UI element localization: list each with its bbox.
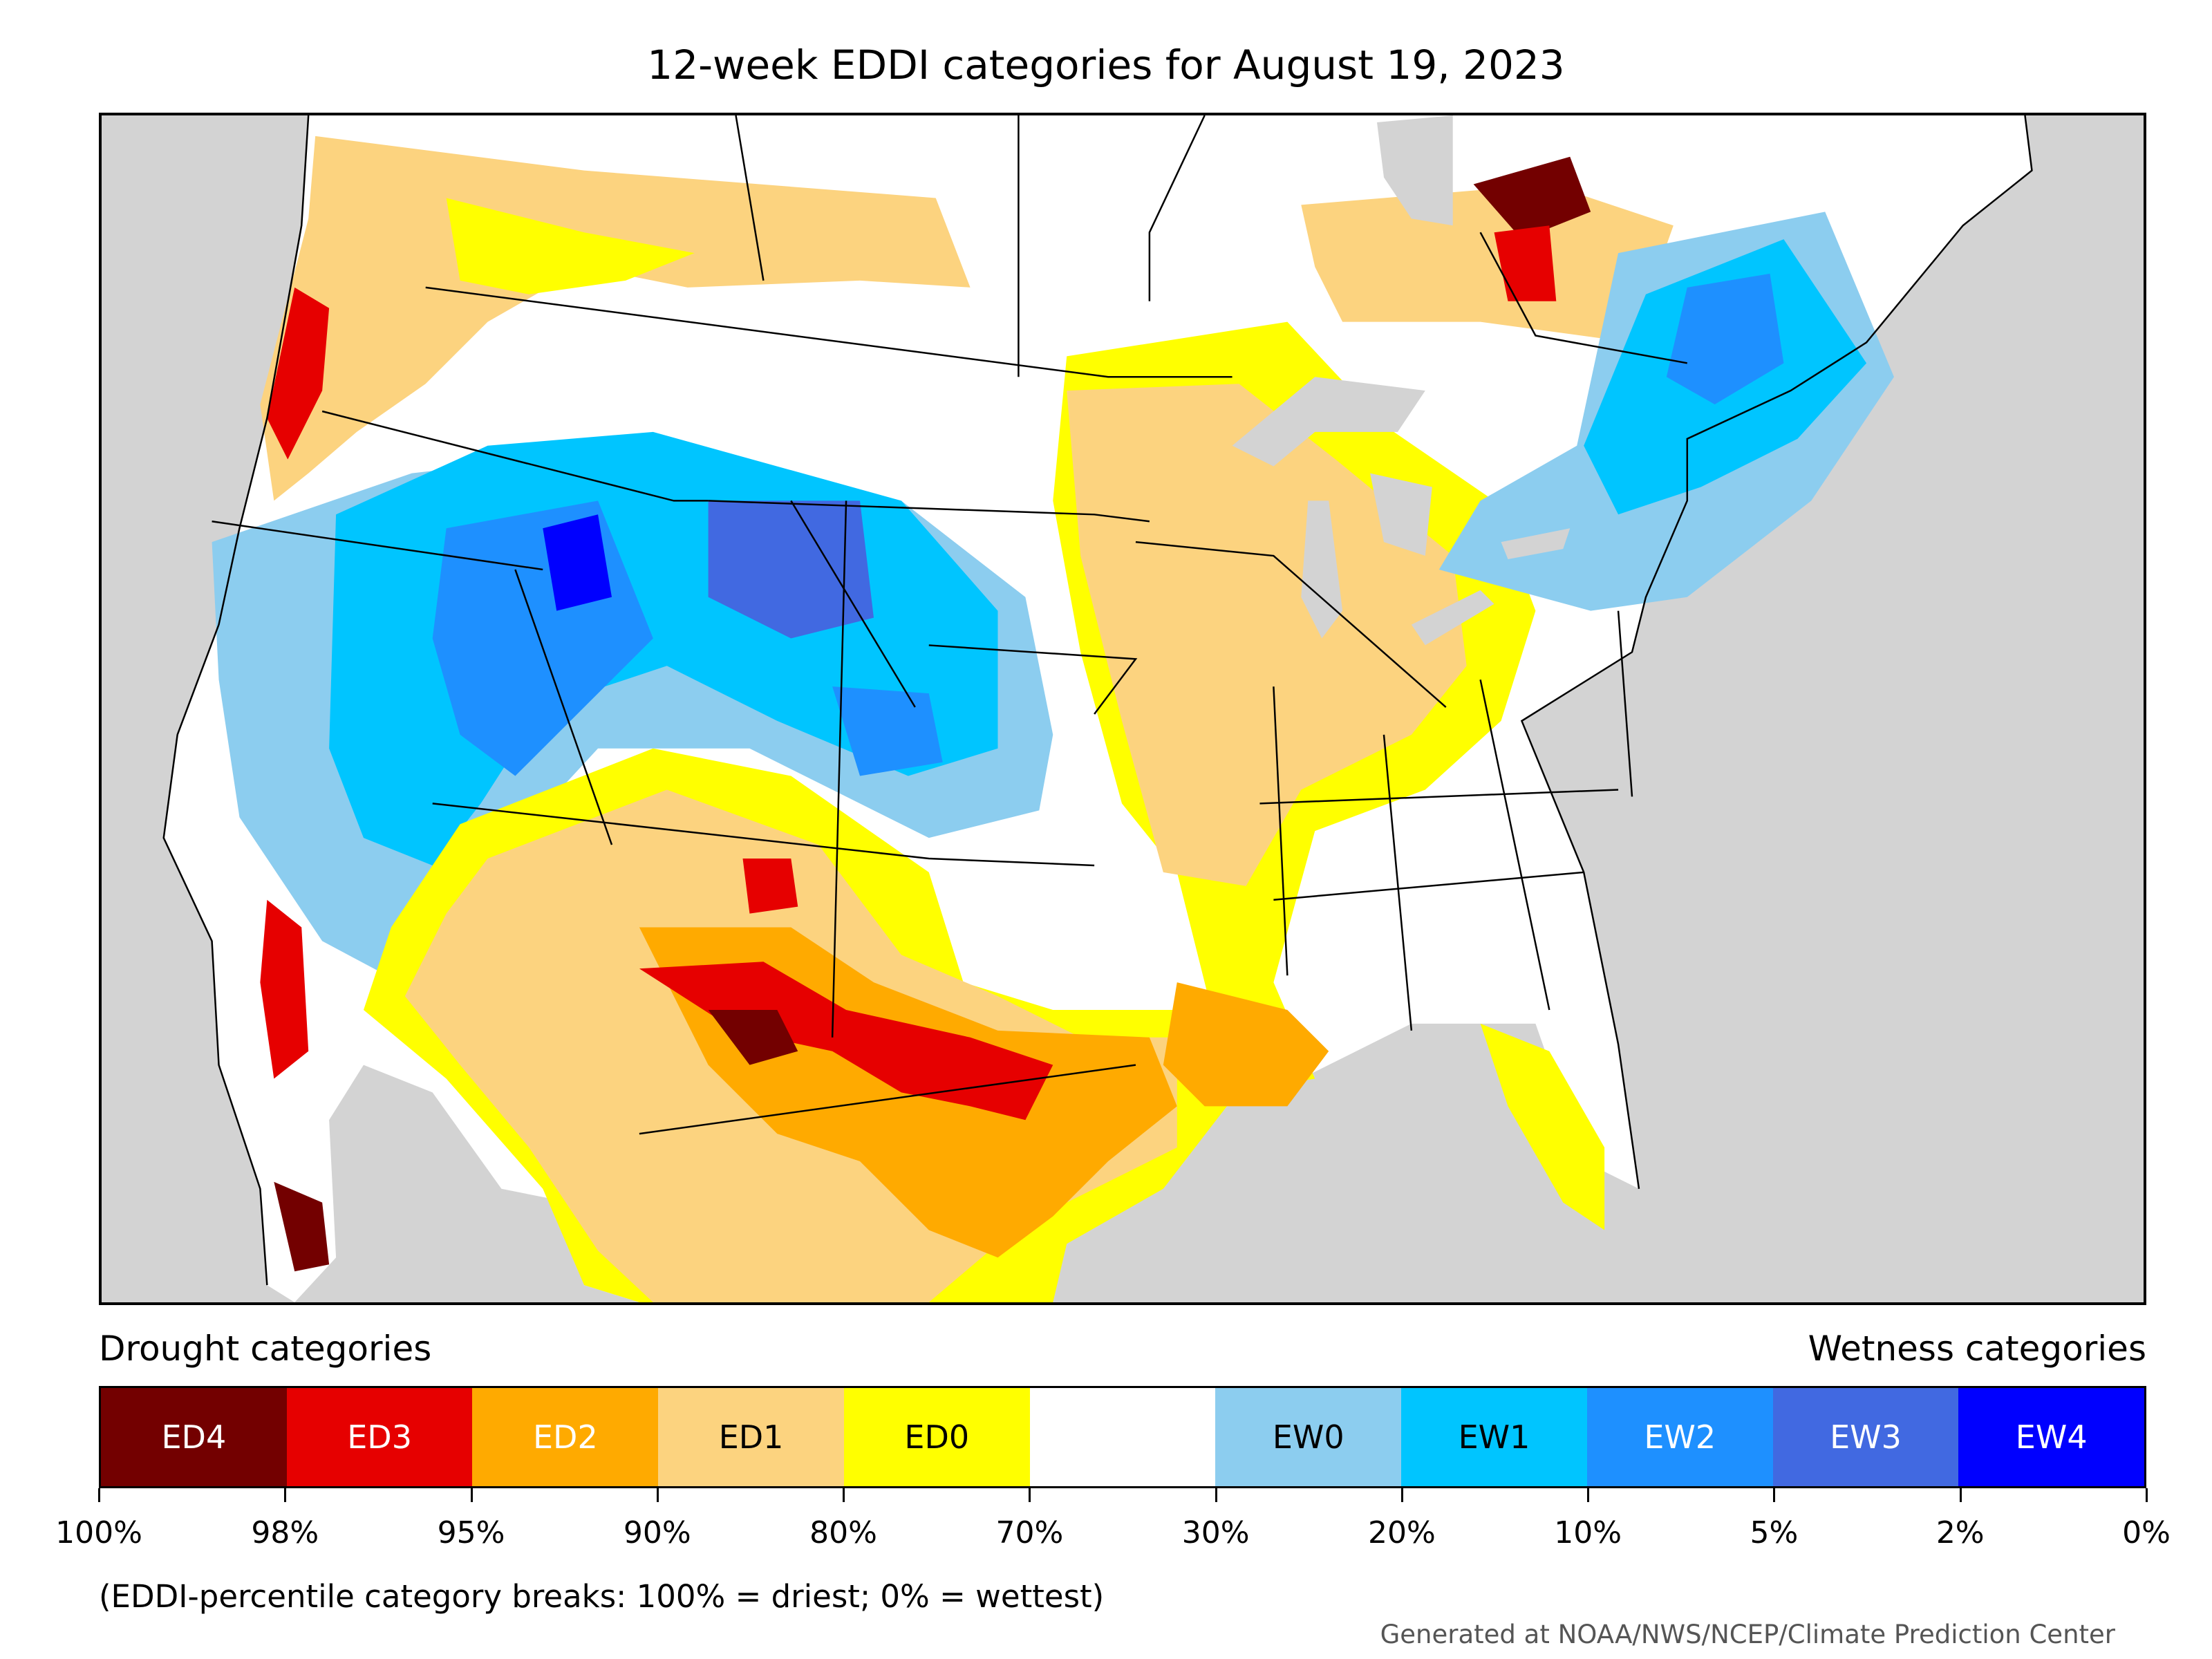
colorbar-tick-label: 70% bbox=[995, 1515, 1064, 1550]
boundary-lines bbox=[162, 115, 2033, 1286]
region-ontario-ed4 bbox=[1473, 156, 1591, 240]
colorbar-tick bbox=[1587, 1488, 1590, 1502]
colorbar-cell-ew4: EW4 bbox=[1958, 1388, 2145, 1486]
region-quebec-ew2 bbox=[1666, 273, 1784, 405]
colorbar-cell-normal bbox=[1029, 1388, 1216, 1486]
region-nm-border-ed4 bbox=[708, 1009, 798, 1065]
region-ontario-ed1 bbox=[1301, 184, 1674, 343]
percentile-note: (EDDI-percentile category breaks: 100% =… bbox=[99, 1578, 1105, 1615]
eddi-map bbox=[162, 115, 2033, 1302]
colorbar-tick-label: 100% bbox=[55, 1515, 142, 1550]
colorbar-tick bbox=[1773, 1488, 1776, 1502]
colorbar-cell-ew0: EW0 bbox=[1215, 1388, 1402, 1486]
region-pnw-ed1 bbox=[260, 135, 971, 501]
category-colorbar: ED4 ED3 ED2 ED1 ED0 EW0 EW1 EW2 EW3 EW4 bbox=[99, 1386, 2146, 1488]
colorbar-tick-label: 90% bbox=[623, 1515, 691, 1550]
region-socal-ed3 bbox=[260, 899, 309, 1079]
region-gulf-ed2 bbox=[1163, 982, 1329, 1107]
colorbar-cell-ew1: EW1 bbox=[1401, 1388, 1587, 1486]
colorbar-tick bbox=[1959, 1488, 1962, 1502]
wetness-categories-label: Wetness categories bbox=[1808, 1329, 2146, 1369]
colorbar-tick bbox=[98, 1488, 100, 1502]
lake-ontario bbox=[1501, 528, 1571, 560]
map-panel bbox=[99, 113, 2146, 1305]
region-texas-ed3 bbox=[639, 962, 1053, 1121]
colorbar-tick-label: 95% bbox=[437, 1515, 505, 1550]
region-pnw-ed0 bbox=[446, 198, 695, 294]
colorbar-cell-ew2: EW2 bbox=[1586, 1388, 1773, 1486]
colorbar-tick bbox=[1400, 1488, 1403, 1502]
region-florida-ed0 bbox=[1480, 1023, 1605, 1230]
colorbar-tick-label: 80% bbox=[809, 1515, 877, 1550]
region-pnw-ed3 bbox=[267, 287, 330, 460]
colorbar-tick bbox=[470, 1488, 473, 1502]
colorbar-tick bbox=[656, 1488, 659, 1502]
hudson-bay-inlet bbox=[1377, 115, 1453, 226]
lake-huron bbox=[1370, 473, 1432, 556]
credit-text: Generated at NOAA/NWS/NCEP/Climate Predi… bbox=[1380, 1620, 2115, 1649]
colorbar-tick bbox=[843, 1488, 845, 1502]
colorbar-tick bbox=[2146, 1488, 2148, 1502]
colorbar-tick-label: 20% bbox=[1368, 1515, 1436, 1550]
lake-superior bbox=[1232, 377, 1425, 467]
colorbar-tick-label: 5% bbox=[1750, 1515, 1799, 1550]
colorbar-tick bbox=[1029, 1488, 1031, 1502]
colorbar-cell-ed0: ED0 bbox=[843, 1388, 1030, 1486]
region-ontario-ed3 bbox=[1494, 225, 1557, 301]
colorbar-tick bbox=[1215, 1488, 1217, 1502]
region-midwest-ed1 bbox=[1067, 384, 1467, 886]
region-idaho-ew4 bbox=[543, 514, 612, 611]
colorbar-tick-label: 30% bbox=[1181, 1515, 1250, 1550]
colorbar-cell-ew3: EW3 bbox=[1772, 1388, 1959, 1486]
map-title: 12-week EDDI categories for August 19, 2… bbox=[647, 41, 1565, 88]
colorbar-cell-ed1: ED1 bbox=[658, 1388, 844, 1486]
drought-categories-label: Drought categories bbox=[99, 1329, 432, 1369]
colorbar-tick-label: 0% bbox=[2122, 1515, 2171, 1550]
region-baja-ed4 bbox=[274, 1181, 330, 1272]
colorbar-tick-label: 98% bbox=[251, 1515, 319, 1550]
colorbar-tick-label: 10% bbox=[1554, 1515, 1622, 1550]
region-colorado-ew2 bbox=[832, 686, 943, 776]
colorbar-cell-ed3: ED3 bbox=[286, 1388, 473, 1486]
colorbar-tick-label: 2% bbox=[1936, 1515, 1985, 1550]
colorbar-tick bbox=[284, 1488, 287, 1502]
colorbar-cell-ed4: ED4 bbox=[101, 1388, 287, 1486]
region-nm-ed3 bbox=[742, 858, 798, 914]
region-wyoming-ew3 bbox=[708, 500, 874, 639]
lake-michigan bbox=[1301, 500, 1343, 639]
colorbar-ticks bbox=[98, 1488, 2148, 1502]
lake-erie bbox=[1411, 590, 1494, 646]
colorbar-cell-ed2: ED2 bbox=[472, 1388, 659, 1486]
